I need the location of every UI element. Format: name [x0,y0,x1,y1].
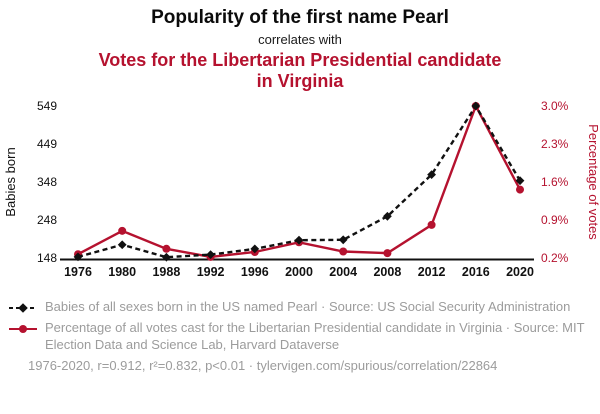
x-axis-tick: 1976 [64,265,92,279]
right-axis-tick: 2.3% [541,137,569,151]
legend: Babies of all sexes born in the US named… [8,299,590,353]
legend-label-babies: Babies of all sexes born in the US named… [45,298,571,314]
diamond-marker [383,211,392,221]
chart-header: Popularity of the first name Pearl corre… [0,0,600,92]
left-axis-tick: 348 [37,175,57,189]
right-axis-tick: 1.6% [541,175,569,189]
diamond-marker [515,176,525,185]
circle-marker [339,247,348,256]
circle-marker [162,244,171,253]
x-axis-tick: 2004 [329,265,357,279]
right-axis-title: Percentage of votes [586,124,600,240]
diamond-marker [471,101,481,111]
chart-subtitle: correlates with [258,32,342,47]
chart-correlate-title: Votes for the Libertarian Presidential c… [98,50,502,91]
diamond-marker [73,252,83,262]
diamond-marker [338,235,348,244]
left-axis-tick: 248 [37,213,57,227]
x-axis-tick: 1988 [152,265,180,279]
line-chart: 148 248 348 449 549 0.2% 0.9% 1.6% 2.3% 3.0% 1976 1… [3,99,600,279]
right-axis-tick: 0.9% [541,213,569,227]
right-axis-tick: 3.0% [541,99,569,113]
red-line-circle-marker-icon [9,325,37,334]
left-axis-tick: 148 [37,251,57,265]
diamond-marker [162,252,171,262]
x-axis-tick: 1980 [108,265,136,279]
series-line-1 [77,102,522,258]
circle-marker [516,185,524,194]
diamond-marker [206,249,215,259]
x-axis-tick: 2008 [373,265,401,279]
left-axis-tick: 449 [37,137,57,151]
footer-stats: 1976-2020, r=0.912, r²=0.832, p<0.01 · t… [28,357,498,373]
diamond-marker [427,169,436,179]
diamond-marker [250,244,260,254]
left-axis-tick: 549 [37,99,57,113]
legend-item-babies: Babies of all sexes born in the US named… [8,299,590,315]
x-axis-tick: 2016 [462,265,490,279]
x-axis-tick: 2000 [285,265,313,279]
x-axis-tick: 1992 [197,265,225,279]
right-axis-tick: 0.2% [541,251,569,265]
circle-marker [427,220,436,229]
left-axis-title: Babies born [3,147,18,216]
series-line-0 [77,103,522,259]
diamond-marker [294,235,304,245]
legend-label-votes: Percentage of all votes cast for the Lib… [45,320,585,352]
black-dashed-diamond-marker-icon [9,302,37,313]
x-axis-tick: 2012 [418,265,446,279]
legend-item-votes: Percentage of all votes cast for the Lib… [8,320,590,353]
circle-marker [118,226,127,235]
diamond-marker [117,240,127,249]
chart-title: Popularity of the first name Pearl [151,7,449,28]
circle-marker [383,248,392,257]
x-axis-tick: 2020 [506,265,534,279]
x-axis-tick: 1996 [241,265,269,279]
